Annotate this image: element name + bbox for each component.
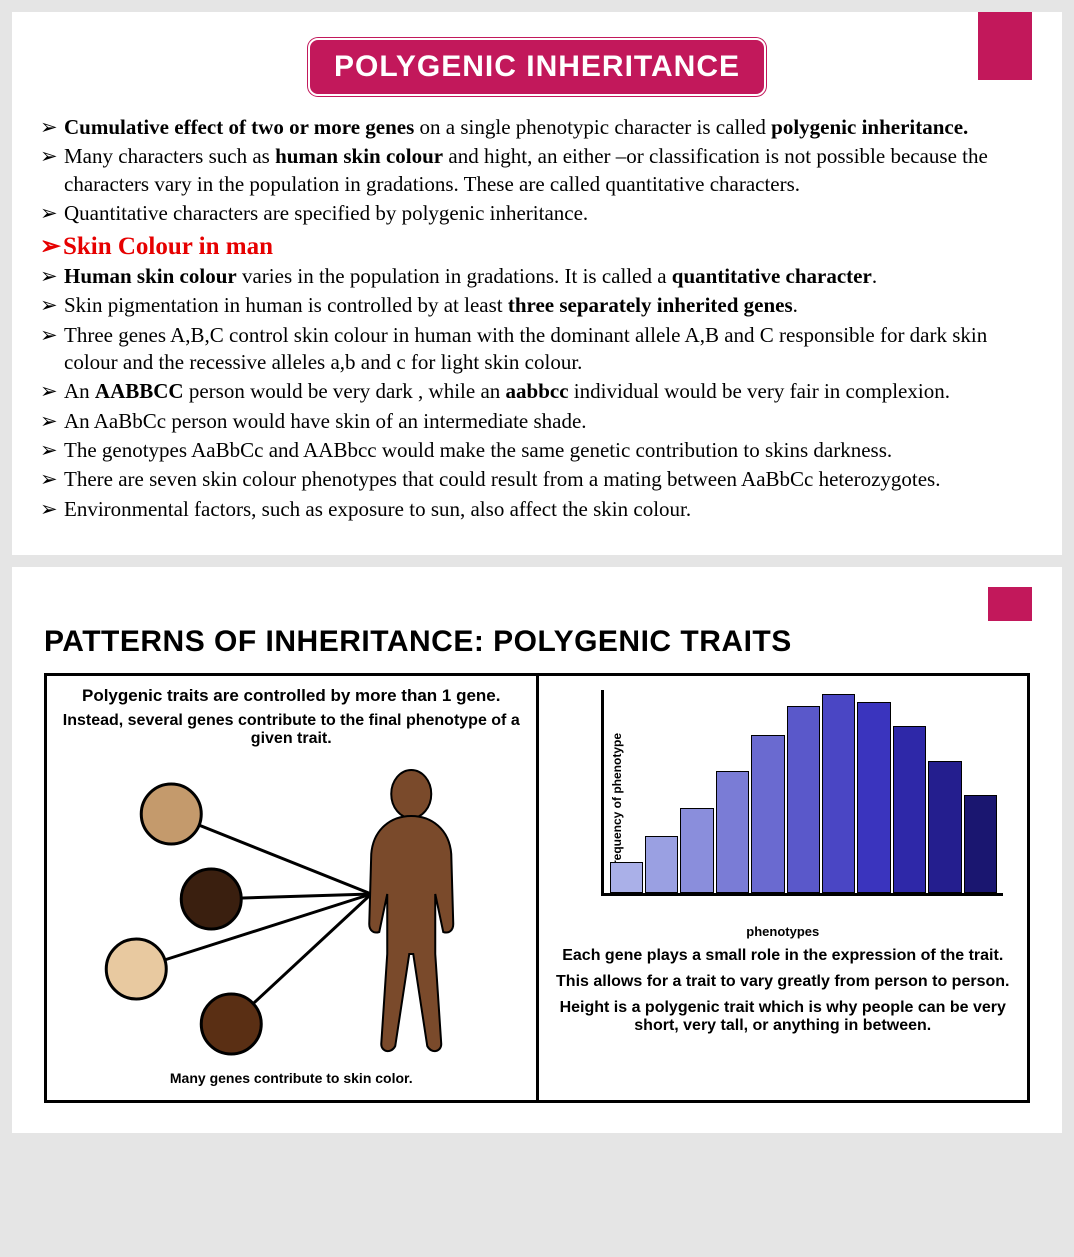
chart-bar <box>751 735 784 893</box>
bullet-item: Environmental factors, such as exposure … <box>40 496 1040 523</box>
chart-bar <box>645 836 678 893</box>
right-line3: Height is a polygenic trait which is why… <box>553 999 1014 1035</box>
subheading-skin-colour: Skin Colour in man <box>34 231 1040 261</box>
slide2-title: PATTERNS OF INHERITANCE: POLYGENIC TRAIT… <box>44 625 1040 659</box>
chart-bars <box>601 690 1004 896</box>
chart-bar <box>822 694 855 893</box>
slide-patterns-of-inheritance: PATTERNS OF INHERITANCE: POLYGENIC TRAIT… <box>12 567 1062 1133</box>
bullet-item: Three genes A,B,C control skin colour in… <box>40 322 1040 377</box>
diagram-svg <box>61 754 522 1064</box>
phenotype-chart: frequency of phenotype <box>553 686 1014 916</box>
chart-bar <box>680 808 713 893</box>
right-panel: frequency of phenotype phenotypes Each g… <box>536 676 1028 1100</box>
chart-bar <box>716 771 749 893</box>
slide-polygenic-inheritance: POLYGENIC INHERITANCE Cumulative effect … <box>12 12 1062 555</box>
panel-row: Polygenic traits are controlled by more … <box>44 673 1030 1103</box>
skin-color-diagram <box>61 754 522 1064</box>
chart-bar <box>857 702 890 893</box>
corner-accent <box>988 587 1032 621</box>
bullet-list-top: Cumulative effect of two or more genes o… <box>34 114 1040 227</box>
bullet-item: Cumulative effect of two or more genes o… <box>40 114 1040 141</box>
slide-title: POLYGENIC INHERITANCE <box>308 38 766 96</box>
bullet-item: Human skin colour varies in the populati… <box>40 263 1040 290</box>
right-line2: This allows for a trait to vary greatly … <box>553 973 1014 991</box>
chart-bar <box>893 726 926 892</box>
chart-xlabel: phenotypes <box>553 924 1014 939</box>
bullet-item: There are seven skin colour phenotypes t… <box>40 466 1040 493</box>
left-panel: Polygenic traits are controlled by more … <box>47 676 536 1100</box>
corner-accent <box>978 12 1032 80</box>
left-line1: Polygenic traits are controlled by more … <box>61 686 522 706</box>
chart-bar <box>610 862 643 892</box>
bullet-item: An AaBbCc person would have skin of an i… <box>40 408 1040 435</box>
bullet-item: Many characters such as human skin colou… <box>40 143 1040 198</box>
bullet-list-bottom: Human skin colour varies in the populati… <box>34 263 1040 523</box>
chart-bar <box>928 761 961 893</box>
left-line2: Instead, several genes contribute to the… <box>61 712 522 748</box>
bullet-item: Skin pigmentation in human is controlled… <box>40 292 1040 319</box>
chart-bar <box>964 795 997 892</box>
right-line1: Each gene plays a small role in the expr… <box>553 947 1014 965</box>
left-caption: Many genes contribute to skin color. <box>61 1070 522 1086</box>
bullet-item: The genotypes AaBbCc and AABbcc would ma… <box>40 437 1040 464</box>
bullet-item: Quantitative characters are specified by… <box>40 200 1040 227</box>
bullet-item: An AABBCC person would be very dark , wh… <box>40 378 1040 405</box>
chart-bar <box>787 706 820 893</box>
